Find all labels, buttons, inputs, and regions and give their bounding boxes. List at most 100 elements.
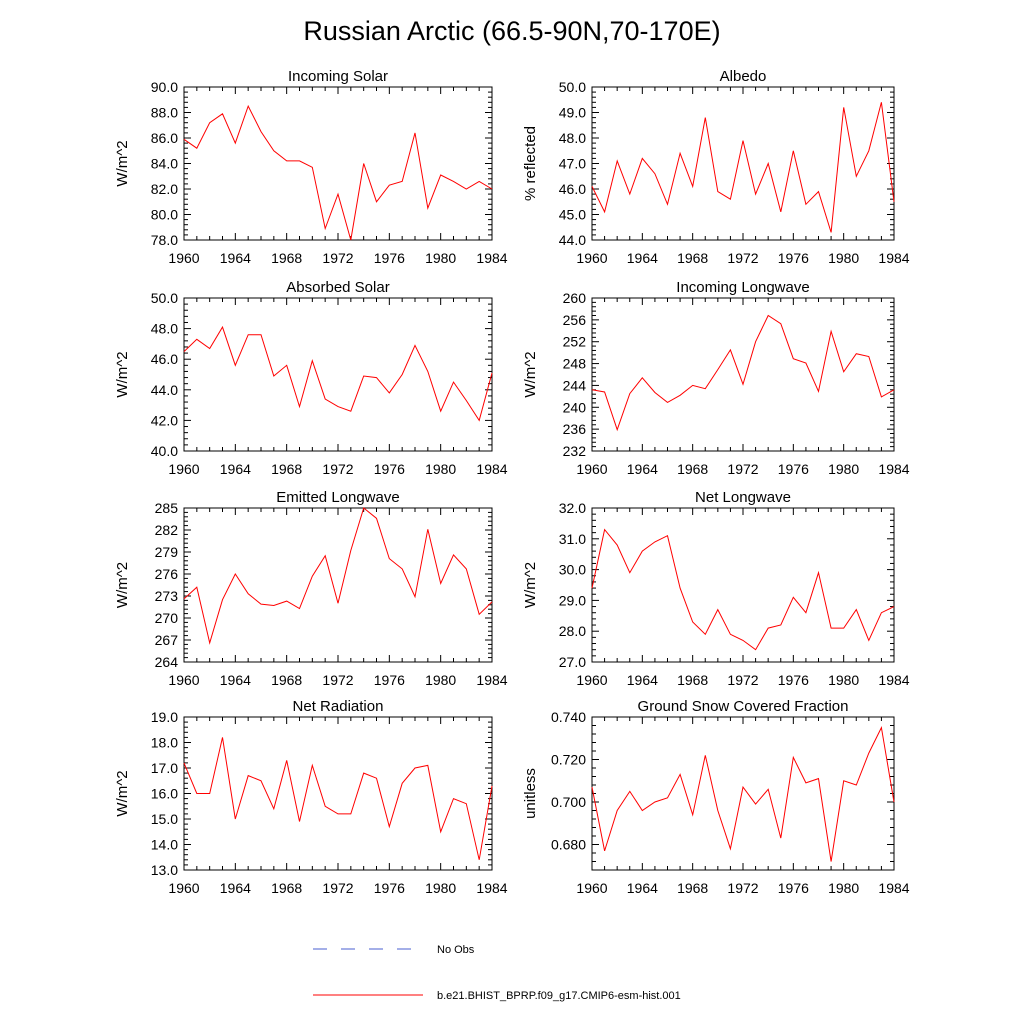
y-axis-label-absorbed-solar: W/m^2 [114, 351, 131, 397]
panel-title-ground-snow-covered-fraction: Ground Snow Covered Fraction [638, 698, 849, 715]
y-tick-label: 48.0 [559, 130, 586, 146]
x-tick-label: 1964 [627, 880, 658, 896]
y-axis-label-incoming-longwave: W/m^2 [522, 351, 539, 397]
plot-frame-net-longwave [591, 507, 895, 663]
y-tick-label: 46.0 [151, 351, 178, 367]
x-tick-label: 1968 [677, 880, 708, 896]
series-line-absorbed-solar [183, 325, 493, 422]
x-tick-label: 1976 [374, 672, 405, 688]
x-tick-label: 1960 [576, 880, 607, 896]
series-line-incoming-longwave [591, 314, 895, 432]
y-tick-label: 256 [563, 312, 587, 328]
y-tick-label: 44.0 [559, 232, 586, 248]
y-tick-label: 32.0 [559, 500, 586, 516]
x-tick-label: 1980 [828, 461, 859, 477]
panel-title-albedo: Albedo [720, 68, 767, 85]
y-tick-label: 0.740 [551, 709, 586, 725]
x-tick-label: 1980 [828, 880, 859, 896]
y-tick-label: 50.0 [151, 290, 178, 306]
x-tick-label: 1960 [168, 880, 199, 896]
x-tick-label: 1968 [677, 250, 708, 266]
y-tick-label: 30.0 [559, 562, 586, 578]
x-tick-label: 1972 [727, 250, 758, 266]
panel-absorbed-solar: Absorbed Solar W/m^2 1960 1964 1968 1972 1976 1… [114, 279, 508, 477]
series-line-net-radiation [183, 737, 493, 860]
legend-label-model: b.e21.BHIST_BPRP.f09_g17.CMIP6-esm-hist.… [437, 990, 681, 1002]
x-tick-label: 1964 [627, 461, 658, 477]
plot-frame-ground-snow-covered-fraction [591, 716, 895, 871]
x-tick-label: 1968 [271, 250, 302, 266]
x-tick-label: 1976 [374, 880, 405, 896]
y-tick-label: 29.0 [559, 592, 586, 608]
x-tick-label: 1976 [778, 672, 809, 688]
series-line-albedo [591, 102, 895, 233]
x-tick-label: 1980 [425, 672, 456, 688]
panel-incoming-longwave: Incoming Longwave W/m^2 1960 1964 1968 1972 19… [522, 279, 910, 477]
x-tick-label: 1972 [727, 672, 758, 688]
x-tick-label: 1976 [778, 880, 809, 896]
y-tick-label: 49.0 [559, 105, 586, 121]
y-axis-label-net-radiation: W/m^2 [114, 770, 131, 816]
x-tick-label: 1964 [220, 672, 251, 688]
x-tick-label: 1972 [322, 250, 353, 266]
x-tick-label: 1984 [878, 672, 909, 688]
y-tick-label: 28.0 [559, 623, 586, 639]
x-tick-label: 1976 [374, 461, 405, 477]
y-tick-label: 279 [155, 544, 179, 560]
y-tick-label: 276 [155, 566, 179, 582]
y-tick-label: 27.0 [559, 654, 586, 670]
x-tick-label: 1968 [271, 672, 302, 688]
y-tick-label: 44.0 [151, 382, 178, 398]
y-tick-label: 48.0 [151, 321, 178, 337]
y-tick-label: 15.0 [151, 811, 178, 827]
y-tick-label: 50.0 [559, 79, 586, 95]
y-tick-label: 42.0 [151, 412, 178, 428]
x-tick-label: 1968 [271, 880, 302, 896]
x-tick-label: 1972 [322, 880, 353, 896]
figure-title: Russian Arctic (66.5-90N,70-170E) [303, 16, 720, 46]
plot-frame-absorbed-solar [183, 297, 493, 452]
y-tick-label: 40.0 [151, 443, 178, 459]
panel-emitted-longwave: Emitted Longwave W/m^2 1960 1964 1968 1972 197… [114, 489, 508, 688]
x-tick-label: 1964 [627, 250, 658, 266]
x-tick-label: 1960 [168, 250, 199, 266]
series-line-net-longwave [591, 528, 895, 651]
x-tick-label: 1964 [220, 250, 251, 266]
x-tick-label: 1960 [576, 461, 607, 477]
x-tick-label: 1964 [220, 461, 251, 477]
x-tick-label: 1984 [878, 250, 909, 266]
plot-frame-incoming-longwave [591, 297, 895, 452]
plot-frame-net-radiation [183, 716, 493, 871]
x-tick-label: 1960 [168, 672, 199, 688]
y-tick-label: 13.0 [151, 862, 178, 878]
x-tick-label: 1964 [220, 880, 251, 896]
y-tick-label: 45.0 [559, 207, 586, 223]
y-axis-label-ground-snow-covered-fraction: unitless [522, 768, 539, 819]
y-tick-label: 267 [155, 632, 179, 648]
x-tick-label: 1972 [322, 461, 353, 477]
series-line-incoming-solar [183, 104, 493, 241]
y-axis-label-albedo: % reflected [522, 126, 539, 201]
plot-frame-albedo [591, 86, 895, 241]
y-tick-label: 0.700 [551, 794, 586, 810]
y-tick-label: 90.0 [151, 79, 178, 95]
y-tick-label: 260 [563, 290, 587, 306]
y-axis-label-incoming-solar: W/m^2 [114, 140, 131, 186]
x-tick-label: 1984 [476, 880, 507, 896]
y-tick-label: 18.0 [151, 735, 178, 751]
x-tick-label: 1972 [727, 461, 758, 477]
x-tick-label: 1980 [425, 250, 456, 266]
panel-title-incoming-solar: Incoming Solar [288, 68, 388, 85]
x-tick-label: 1976 [778, 461, 809, 477]
x-tick-label: 1976 [374, 250, 405, 266]
y-axis-label-emitted-longwave: W/m^2 [114, 562, 131, 608]
y-tick-label: 78.0 [151, 232, 178, 248]
x-tick-label: 1980 [425, 461, 456, 477]
x-tick-label: 1980 [425, 880, 456, 896]
y-axis-label-net-longwave: W/m^2 [522, 562, 539, 608]
x-tick-label: 1964 [627, 672, 658, 688]
panel-title-net-radiation: Net Radiation [293, 698, 384, 715]
y-tick-label: 84.0 [151, 156, 178, 172]
x-tick-label: 1984 [476, 461, 507, 477]
y-tick-label: 80.0 [151, 207, 178, 223]
